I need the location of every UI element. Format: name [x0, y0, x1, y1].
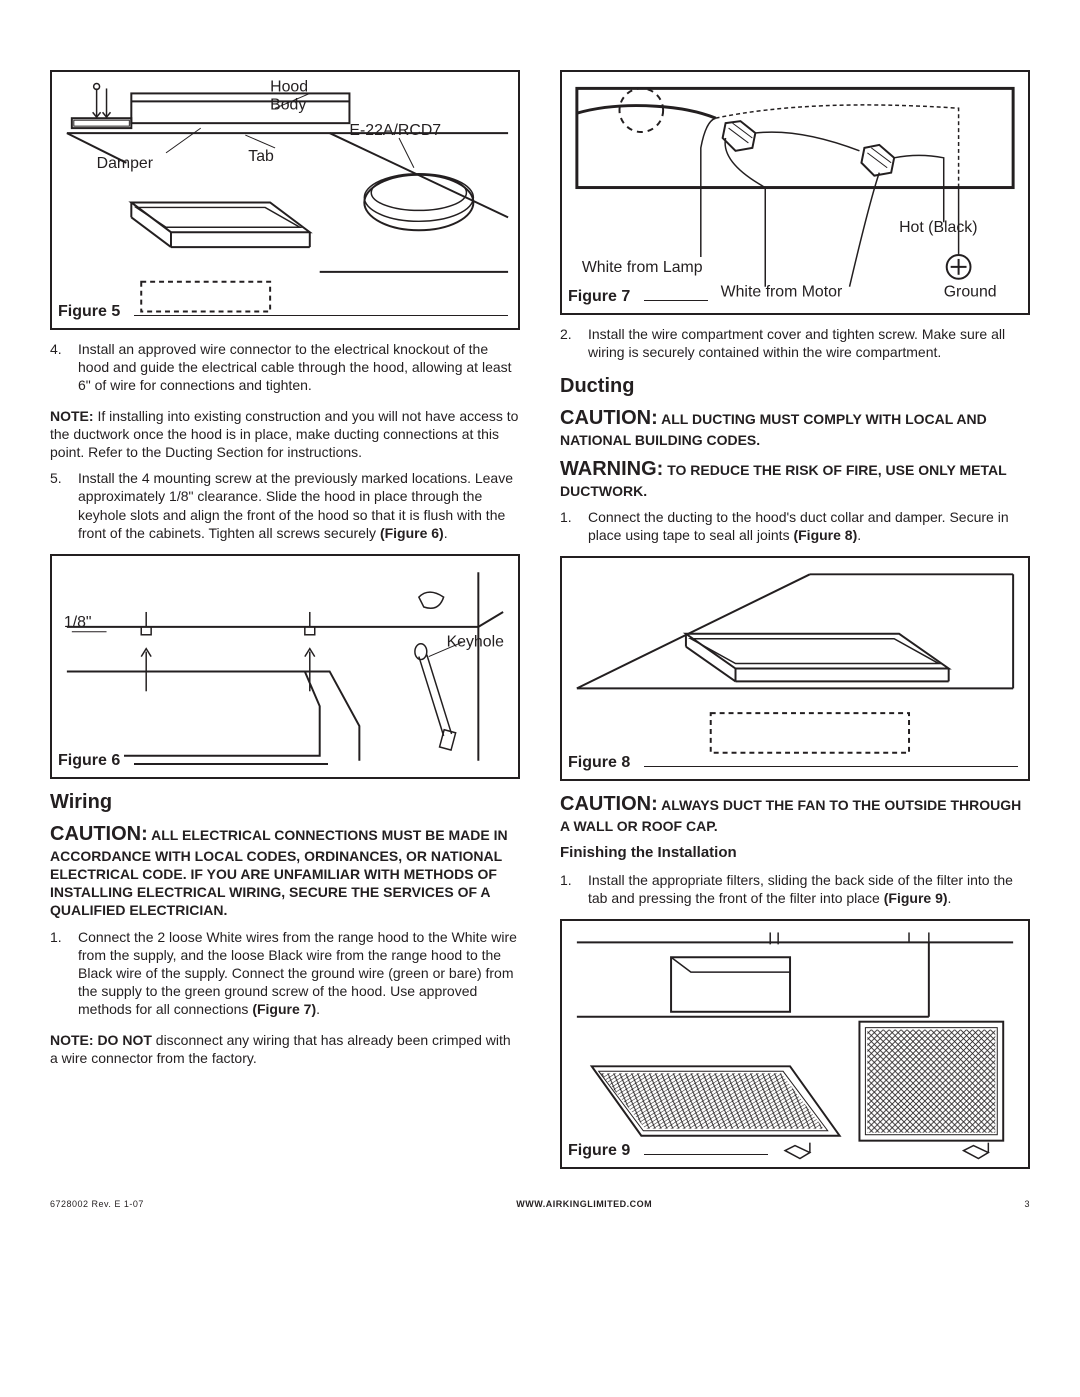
- wiring-step-2-num: 2.: [560, 325, 588, 361]
- footer-rev: 6728002 Rev. E 1-07: [50, 1199, 144, 1211]
- fig7-hot-label: Hot (Black): [899, 219, 977, 236]
- ducting-step-1-text: Connect the ducting to the hood's duct c…: [588, 508, 1030, 544]
- finish-step-1: 1. Install the appropriate filters, slid…: [560, 871, 1030, 907]
- note-do-not-disconnect: NOTE: DO NOT disconnect any wiring that …: [50, 1031, 520, 1067]
- fig7-wmotor-label: White from Motor: [721, 284, 843, 301]
- ducting-heading: Ducting: [560, 373, 1030, 399]
- wiring-step-1: 1. Connect the 2 loose White wires from …: [50, 928, 520, 1019]
- fig5-body-label: Body: [270, 96, 306, 113]
- fig7-wlamp-label: White from Lamp: [582, 259, 703, 276]
- wiring-caution: CAUTION: ALL ELECTRICAL CONNECTIONS MUST…: [50, 821, 520, 920]
- figure-5-svg: Hood Body Damper Tab E-22A/RCD7: [52, 72, 518, 328]
- finish-step-1-num: 1.: [560, 871, 588, 907]
- figure-9-svg: [562, 921, 1028, 1167]
- step-4: 4. Install an approved wire connector to…: [50, 340, 520, 395]
- ducting-caution-outside: CAUTION: ALWAYS DUCT THE FAN TO THE OUTS…: [560, 791, 1030, 835]
- two-column-layout: Hood Body Damper Tab E-22A/RCD7 Figure 5…: [50, 70, 1030, 1179]
- ducting-step-1-num: 1.: [560, 508, 588, 544]
- fig5-adapter-label: E-22A/RCD7: [349, 122, 441, 139]
- footer-url: WWW.AIRKINGLIMITED.COM: [516, 1199, 652, 1211]
- figure-8: Figure 8: [560, 556, 1030, 781]
- figure-6-label: Figure 6: [58, 751, 124, 772]
- wiring-step-1-num: 1.: [50, 928, 78, 1019]
- ducting-caution: CAUTION: ALL DUCTING MUST COMPLY WITH LO…: [560, 405, 1030, 449]
- fig5-hood-label: Hood: [270, 78, 308, 95]
- step-4-text: Install an approved wire connector to th…: [78, 340, 520, 395]
- figure-7-svg: Hot (Black) White from Lamp White from M…: [562, 72, 1028, 313]
- fig5-damper-label: Damper: [97, 155, 154, 172]
- left-column: Hood Body Damper Tab E-22A/RCD7 Figure 5…: [50, 70, 520, 1179]
- figure-8-label: Figure 8: [568, 753, 634, 774]
- figure-8-svg: [562, 558, 1028, 779]
- wiring-heading: Wiring: [50, 789, 520, 815]
- step-5: 5. Install the 4 mounting screw at the p…: [50, 469, 520, 542]
- figure-6-svg: 1/8" Keyhole: [52, 556, 518, 777]
- figure-6: 1/8" Keyhole Figure 6: [50, 554, 520, 779]
- fig5-tab-label: Tab: [248, 148, 274, 165]
- fig7-ground-label: Ground: [944, 284, 997, 301]
- figure-9-label: Figure 9: [568, 1141, 634, 1162]
- wiring-step-1-text: Connect the 2 loose White wires from the…: [78, 928, 520, 1019]
- step-4-num: 4.: [50, 340, 78, 395]
- wiring-step-2: 2. Install the wire compartment cover an…: [560, 325, 1030, 361]
- finishing-heading: Finishing the Installation: [560, 843, 1030, 863]
- figure-9: Figure 9: [560, 919, 1030, 1169]
- fig6-clearance-label: 1/8": [64, 614, 92, 631]
- figure-5-label: Figure 5: [58, 302, 124, 323]
- page-footer: 6728002 Rev. E 1-07 WWW.AIRKINGLIMITED.C…: [50, 1199, 1030, 1211]
- fig6-keyhole-label: Keyhole: [447, 634, 504, 651]
- figure-7-label: Figure 7: [568, 287, 634, 308]
- footer-page-num: 3: [1024, 1199, 1030, 1211]
- step-5-num: 5.: [50, 469, 78, 542]
- right-column: Hot (Black) White from Lamp White from M…: [560, 70, 1030, 1179]
- wiring-step-2-text: Install the wire compartment cover and t…: [588, 325, 1030, 361]
- ducting-warning: WARNING: TO REDUCE THE RISK OF FIRE, USE…: [560, 456, 1030, 500]
- figure-5: Hood Body Damper Tab E-22A/RCD7 Figure 5: [50, 70, 520, 330]
- step-5-text: Install the 4 mounting screw at the prev…: [78, 469, 520, 542]
- figure-7: Hot (Black) White from Lamp White from M…: [560, 70, 1030, 315]
- note-existing-construction: NOTE: If installing into existing constr…: [50, 407, 520, 462]
- ducting-step-1: 1. Connect the ducting to the hood's duc…: [560, 508, 1030, 544]
- finish-step-1-text: Install the appropriate filters, sliding…: [588, 871, 1030, 907]
